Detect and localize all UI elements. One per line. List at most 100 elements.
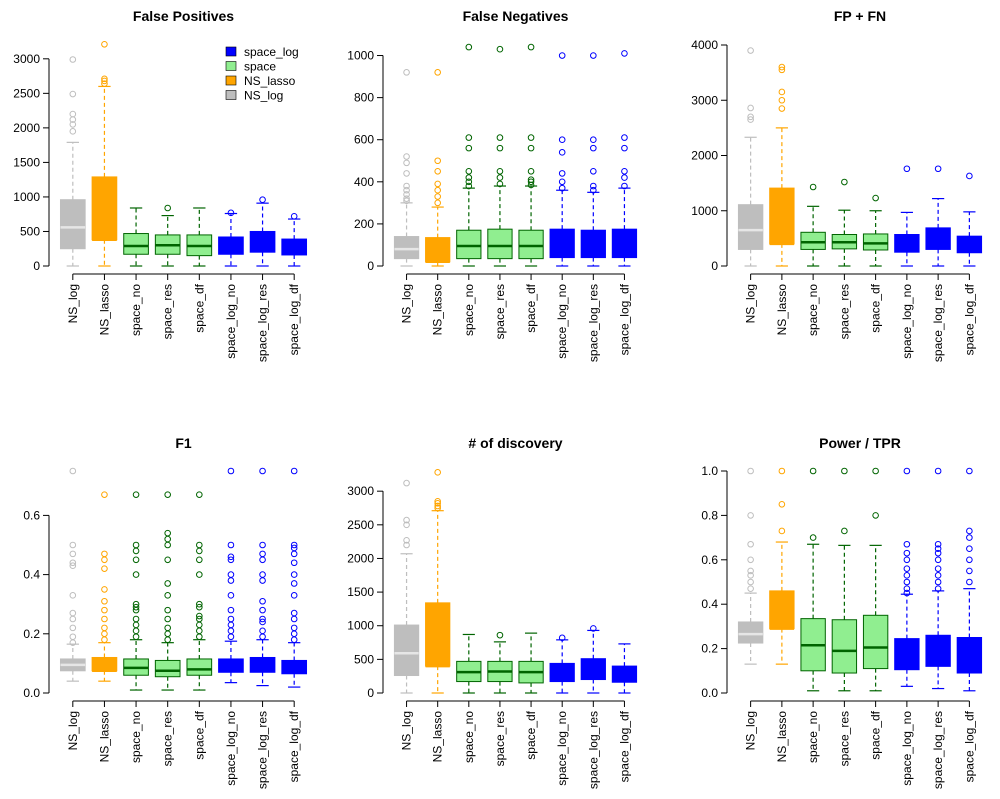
panel-6: Power / TPR 0.0 0.2 0.4 0.6 0.8 1.0 NS_log NS_la… [701,435,983,789]
y-tick-label: 2000 [691,149,718,163]
outlier-point [403,536,410,544]
outlier-point [558,184,566,192]
box-body [456,229,482,260]
outlier-point [132,621,140,629]
outlier-point [747,567,754,575]
box-space_log_no [218,209,244,267]
outlier-point [496,144,504,152]
outlier-point [101,556,108,564]
panel-title: F1 [175,435,192,451]
box-body [831,619,858,674]
outlier-point [934,578,942,586]
box-NS_lasso [425,69,451,267]
outlier-point [434,504,441,512]
outlier-point [778,96,786,104]
outlier-point [196,612,203,620]
outlier-point [290,212,298,220]
box-space_log_res [249,467,276,687]
y-tick-label: 0.8 [701,508,718,522]
outlier-point [164,606,171,614]
y-tick-label: 0 [367,259,374,273]
outlier-point [101,624,108,632]
x-tick-label: space_df [192,283,206,332]
x-tick-label: NS_log [66,284,80,323]
y-tick-label: 3000 [347,484,374,498]
x-tick-label: space_df [869,710,883,759]
outlier-point [196,633,203,641]
outlier-point [101,597,108,605]
x-tick-label: space_res [837,284,851,339]
y-tick-label: 0.2 [701,642,718,656]
x-tick-label: NS_lasso [431,711,445,763]
outlier-point [966,545,973,553]
box-space_res [487,631,513,694]
box-NS_log [393,479,420,694]
outlier-point [903,540,911,548]
outlier-point [434,199,441,207]
outlier-point [747,540,754,548]
y-tick-label: 0.2 [23,627,40,641]
outlier-point [132,600,140,608]
y-tick-label: 1.0 [701,464,718,478]
outlier-point [966,556,973,564]
outlier-point [747,47,754,54]
y-tick-label: 600 [354,133,374,147]
outlier-point [164,636,171,644]
panel-title: FP + FN [834,8,886,24]
outlier-point [778,501,786,508]
outlier-point [132,571,140,578]
outlier-point [132,603,140,611]
outlier-point [558,170,566,177]
outlier-point [290,615,298,623]
outlier-point [69,541,77,549]
outlier-point [590,182,597,190]
box-body [91,656,118,672]
box-body [737,204,764,250]
outlier-point [69,609,77,617]
outlier-point [903,565,911,572]
x-tick-label: space_df [524,710,538,759]
box-body [518,229,544,260]
box-body [154,659,181,678]
y-tick-label: 3000 [691,93,718,107]
outlier-point [590,167,597,175]
outlier-point [290,592,298,599]
outlier-point [69,562,77,570]
outlier-point [527,43,535,51]
x-tick-label: space_res [161,284,175,339]
y-tick-label: 1500 [347,585,374,599]
legend-swatch [225,61,237,71]
outlier-point [934,572,942,579]
outlier-point [747,512,754,519]
outlier-point [227,571,235,578]
box-body [769,590,795,630]
box-space_df [186,491,213,691]
outlier-point [227,615,235,623]
outlier-point [69,624,77,632]
outlier-point [934,540,942,548]
outlier-point [747,104,754,112]
outlier-point [259,577,266,584]
box-space_log_res [925,467,951,690]
box-space_log_df [956,172,983,267]
box-body [249,230,276,253]
x-tick-label: space_log_df [617,710,631,782]
legend-label: NS_lasso [244,74,296,88]
y-tick-label: 0.0 [23,686,40,700]
x-tick-label: NS_lasso [97,711,111,763]
outlier-point [132,541,140,549]
box-body [862,233,889,251]
x-tick-label: NS_lasso [431,284,445,336]
panel-5: # of discovery 0 500 1000 1500 2000 2500 3000 NS… [347,435,638,789]
box-space_log_res [580,52,606,267]
outlier-point [403,195,410,202]
outlier-point [132,547,140,555]
y-tick-label: 3000 [13,52,40,66]
box-body [737,621,764,644]
outlier-point [290,541,298,549]
outlier-point [747,113,754,121]
outlier-point [496,167,504,175]
y-tick-label: 1000 [691,204,718,218]
box-space_no [123,207,149,267]
outlier-point [872,194,879,202]
